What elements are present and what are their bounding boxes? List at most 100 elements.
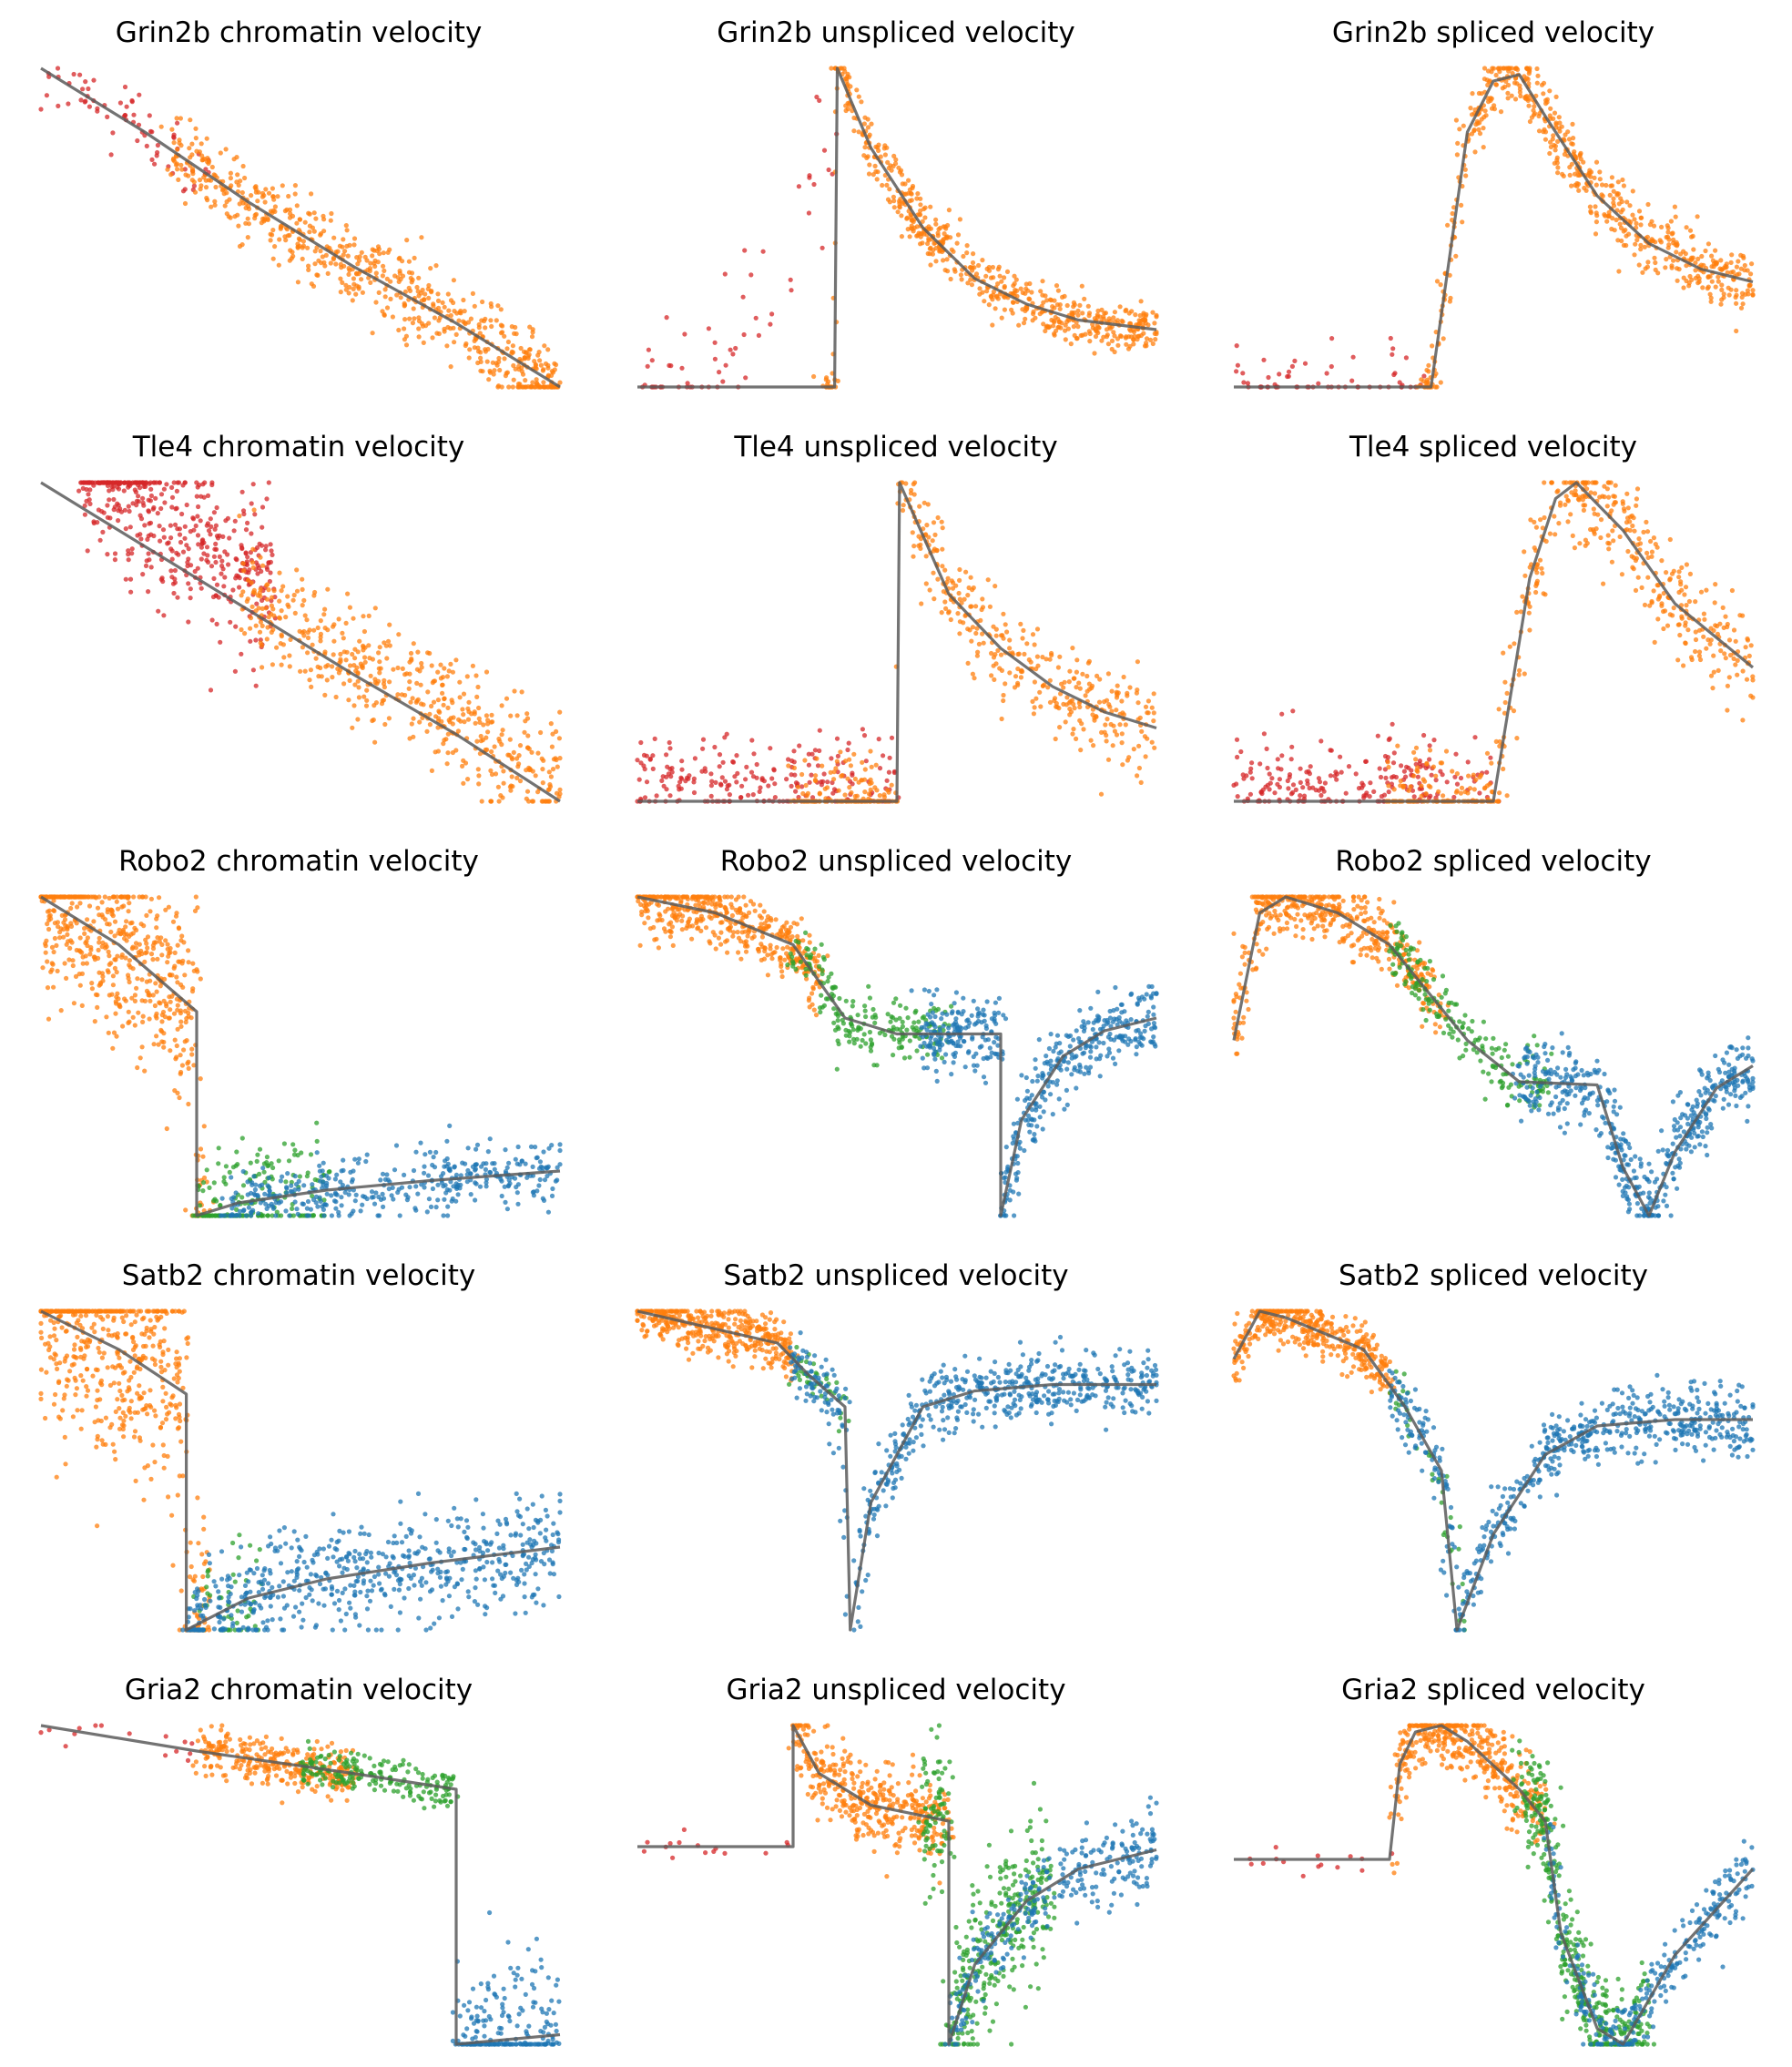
- data-point: [1063, 328, 1068, 333]
- data-point: [351, 281, 357, 287]
- data-point: [1014, 288, 1020, 293]
- data-point: [297, 217, 302, 222]
- data-point: [1498, 109, 1504, 115]
- data-point: [863, 759, 869, 764]
- data-point: [1016, 322, 1022, 328]
- data-point: [92, 1019, 97, 1024]
- data-point: [157, 480, 163, 485]
- data-point: [884, 778, 890, 783]
- data-point: [1144, 343, 1149, 349]
- data-point: [387, 643, 392, 648]
- data-point: [1054, 283, 1060, 289]
- data-point: [363, 703, 370, 708]
- data-point: [279, 608, 284, 614]
- data-point: [1130, 328, 1136, 333]
- data-point: [1518, 93, 1523, 99]
- data-point: [213, 184, 219, 190]
- data-point: [1667, 612, 1673, 617]
- data-point: [1305, 781, 1310, 787]
- data-point: [1459, 785, 1465, 790]
- data-point: [1684, 225, 1689, 230]
- data-point: [806, 762, 812, 768]
- data-point: [1427, 757, 1432, 762]
- data-point: [802, 758, 808, 763]
- data-point: [933, 221, 939, 227]
- data-point: [1349, 378, 1355, 383]
- cluster-orange-points: [1415, 66, 1756, 390]
- data-point: [1074, 736, 1079, 742]
- data-point: [1012, 685, 1018, 690]
- data-point: [965, 626, 971, 632]
- data-point: [945, 269, 951, 274]
- data-point: [305, 650, 311, 656]
- data-point: [155, 142, 160, 148]
- data-point: [149, 129, 155, 135]
- data-point: [277, 570, 282, 575]
- data-point: [110, 983, 116, 988]
- data-point: [189, 141, 195, 147]
- data-point: [361, 628, 367, 635]
- data-point: [178, 1053, 183, 1058]
- data-point: [738, 795, 744, 800]
- data-point: [154, 916, 159, 921]
- data-point: [197, 149, 202, 155]
- data-point: [510, 384, 515, 390]
- data-point: [1077, 302, 1083, 308]
- data-point: [1012, 273, 1017, 279]
- data-point: [496, 355, 502, 361]
- data-point: [253, 637, 259, 643]
- data-point: [1453, 751, 1459, 757]
- data-point: [1379, 794, 1384, 799]
- data-point: [424, 728, 430, 734]
- data-point: [76, 488, 82, 494]
- data-point: [993, 306, 998, 311]
- data-point: [143, 563, 149, 569]
- data-point: [958, 272, 963, 278]
- data-point: [1684, 562, 1689, 567]
- data-point: [1002, 275, 1007, 280]
- data-point: [331, 235, 337, 240]
- data-point: [346, 271, 351, 277]
- data-point: [969, 638, 974, 644]
- data-point: [1289, 363, 1295, 369]
- data-point: [1715, 624, 1720, 629]
- data-point: [322, 263, 328, 269]
- data-point: [1591, 506, 1596, 512]
- data-point: [854, 87, 860, 93]
- data-point: [175, 147, 180, 152]
- data-point: [1016, 651, 1022, 657]
- data-point: [963, 569, 969, 575]
- data-point: [463, 342, 468, 349]
- data-point: [789, 783, 794, 789]
- data-point: [174, 116, 179, 121]
- data-point: [264, 636, 270, 642]
- data-point: [1701, 634, 1706, 639]
- data-point: [178, 116, 183, 121]
- data-point: [1645, 555, 1651, 561]
- data-point: [1750, 291, 1756, 298]
- data-point: [239, 189, 245, 196]
- data-point: [234, 179, 239, 185]
- data-point: [1269, 776, 1275, 781]
- data-point: [343, 657, 349, 663]
- data-point: [1679, 616, 1685, 621]
- data-point: [372, 248, 377, 253]
- data-point: [327, 245, 332, 251]
- data-point: [294, 203, 300, 209]
- data-point: [231, 157, 237, 162]
- data-point: [805, 790, 811, 796]
- data-point: [758, 785, 763, 790]
- data-point: [285, 594, 290, 599]
- data-point: [530, 380, 535, 385]
- data-point: [311, 627, 317, 633]
- data-point: [1723, 656, 1728, 661]
- data-point: [1472, 149, 1478, 155]
- data-point: [1007, 670, 1013, 676]
- data-point: [1411, 749, 1417, 755]
- data-point: [209, 617, 215, 623]
- data-point: [717, 752, 723, 758]
- data-point: [356, 271, 361, 277]
- data-point: [1481, 76, 1487, 82]
- data-point: [965, 660, 971, 667]
- data-point: [1714, 260, 1719, 265]
